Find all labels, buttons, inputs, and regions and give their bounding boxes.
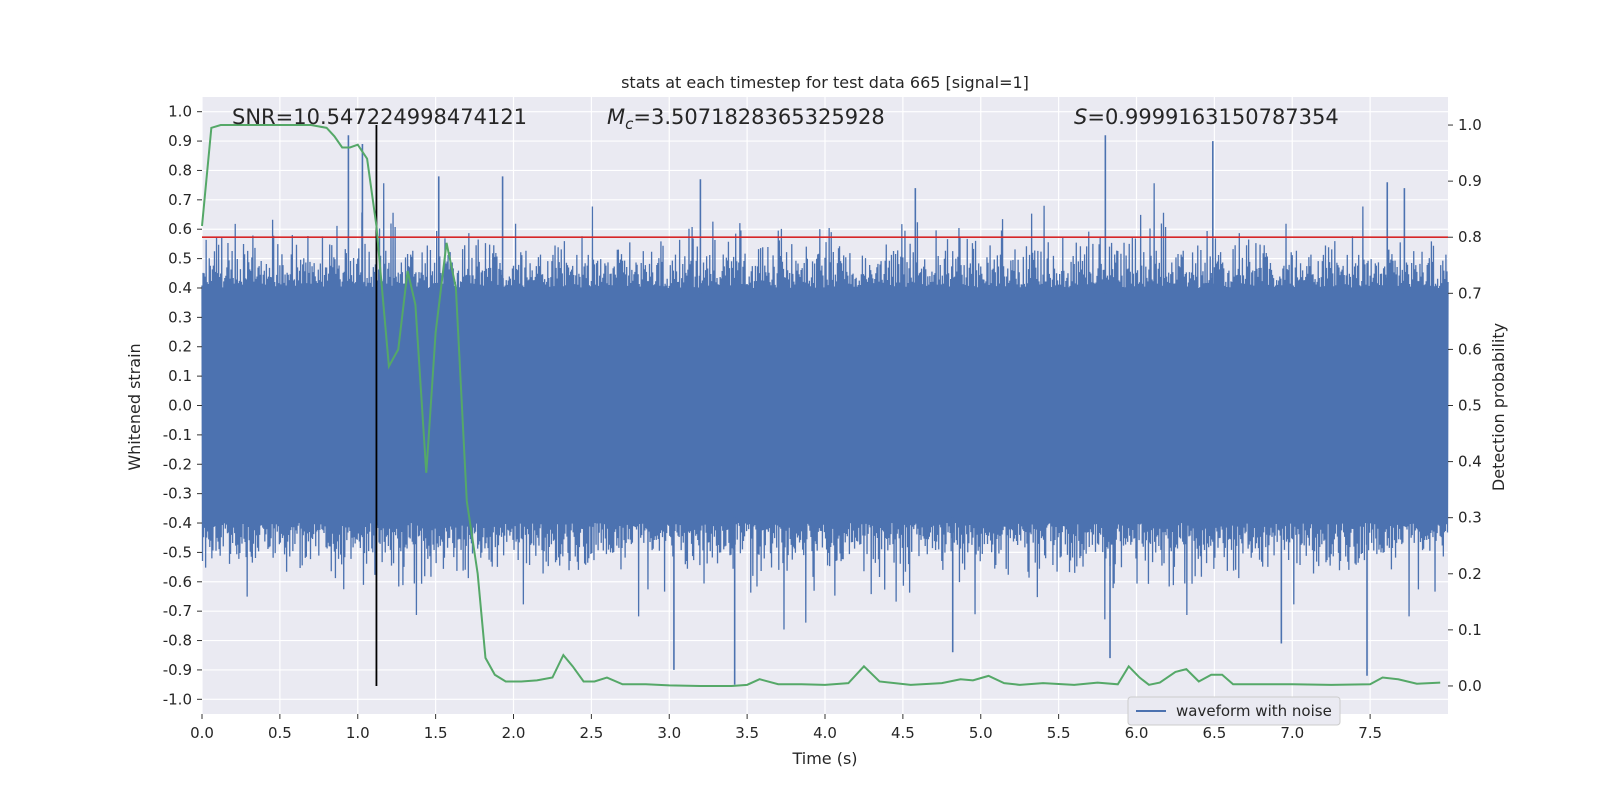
y-tick-label: 0.6 xyxy=(168,220,192,238)
y-tick-label: -0.8 xyxy=(163,632,192,650)
legend-box xyxy=(1127,696,1341,726)
x-tick-label: 3.0 xyxy=(657,724,681,742)
y-tick-labels: -1.0 -0.9 -0.8 -0.7 -0.6 -0.5 -0.4 -0.3 -0.2 -0.1… xyxy=(163,103,202,708)
x-tick-label: 1.0 xyxy=(346,724,370,742)
x-tick-label: 5.0 xyxy=(969,724,993,742)
y2-tick-label: 0.4 xyxy=(1458,453,1482,471)
x-tick-label: 2.5 xyxy=(579,724,603,742)
x-tick-label: 6.5 xyxy=(1202,724,1226,742)
y-tick-label: -0.3 xyxy=(163,485,192,503)
x-tick-label: 4.0 xyxy=(813,724,837,742)
y2-tick-label: 0.5 xyxy=(1458,397,1482,415)
y-tick-label: 0.9 xyxy=(168,132,192,150)
x-tick-label: 4.5 xyxy=(891,724,915,742)
y-tick-label: 0.4 xyxy=(168,279,192,297)
y2-tick-label: 0.0 xyxy=(1458,677,1482,695)
x-tick-label: 3.5 xyxy=(735,724,759,742)
y-tick-label: -0.1 xyxy=(163,426,192,444)
x-tick-labels: 0.0 0.5 1.0 1.5 2.0 2.5 3.0 3.5 4.0 4.5 5.0 5.5 6.0 6… xyxy=(190,714,1382,742)
probability-line xyxy=(201,124,1441,687)
y2-tick-labels: 0.0 0.1 0.2 0.3 0.4 0.5 0.6 0.7 0.8 0.9 1.0 xyxy=(1448,116,1482,695)
y-tick-label: 0.1 xyxy=(168,367,192,385)
y-tick-label: -0.9 xyxy=(163,661,192,679)
y-tick-label: 0.5 xyxy=(168,250,192,268)
x-tick-label: 1.5 xyxy=(424,724,448,742)
y-tick-label: -0.4 xyxy=(163,514,192,532)
y2-tick-label: 0.9 xyxy=(1458,172,1482,190)
y-tick-label: 0.3 xyxy=(168,308,192,326)
strain-line xyxy=(201,183,1449,630)
y2-axis-label: Detection probability xyxy=(1489,323,1508,491)
y-tick-label: 0.7 xyxy=(168,191,192,209)
y-tick-label: -1.0 xyxy=(163,690,192,708)
y-tick-label: -0.2 xyxy=(163,455,192,473)
reference-lines xyxy=(202,125,1448,686)
x-tick-label: 0.5 xyxy=(268,724,292,742)
x-tick-label: 0.0 xyxy=(190,724,214,742)
probability-series xyxy=(201,124,1441,687)
y-tick-label: 0.2 xyxy=(168,338,192,356)
strain-band xyxy=(202,293,1448,518)
y2-tick-label: 0.2 xyxy=(1458,565,1482,583)
y2-tick-label: 0.1 xyxy=(1458,621,1482,639)
y-tick-label: 1.0 xyxy=(168,103,192,121)
y2-tick-label: 0.6 xyxy=(1458,340,1482,358)
y2-tick-label: 1.0 xyxy=(1458,116,1482,134)
snr-annotation: SNR=10.547224998474121 xyxy=(232,105,527,129)
x-tick-label: 6.0 xyxy=(1125,724,1149,742)
x-tick-label: 7.5 xyxy=(1358,724,1382,742)
x-tick-label: 5.5 xyxy=(1047,724,1071,742)
score-annotation: S=0.9999163150787354 xyxy=(1074,105,1339,129)
y-tick-label: -0.6 xyxy=(163,573,192,591)
chart-title: stats at each timestep for test data 665… xyxy=(621,73,1029,92)
y2-tick-label: 0.3 xyxy=(1458,509,1482,527)
y-tick-label: -0.5 xyxy=(163,543,192,561)
y-tick-label: 0.0 xyxy=(168,397,192,415)
legend-entry: waveform with noise xyxy=(1176,702,1332,720)
y-tick-label: 0.8 xyxy=(168,161,192,179)
y-tick-label: -0.7 xyxy=(163,602,192,620)
strain-series xyxy=(201,135,1449,685)
y-axis-label: Whitened strain xyxy=(125,343,144,470)
x-tick-label: 7.0 xyxy=(1280,724,1304,742)
chirp-mass-annotation: Mc=3.5071828365325928 xyxy=(607,105,885,133)
y2-tick-label: 0.8 xyxy=(1458,228,1482,246)
legend: waveform with noise xyxy=(1127,696,1341,726)
x-axis-label: Time (s) xyxy=(791,749,857,768)
x-tick-label: 2.0 xyxy=(502,724,526,742)
y2-tick-label: 0.7 xyxy=(1458,284,1482,302)
